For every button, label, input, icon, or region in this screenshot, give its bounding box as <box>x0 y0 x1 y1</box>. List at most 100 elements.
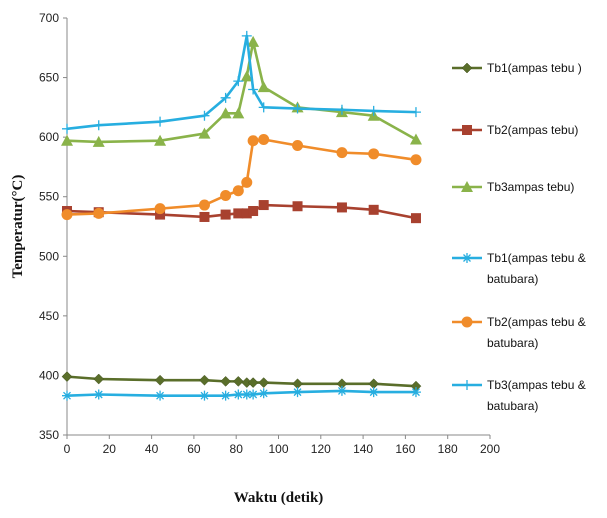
data-point <box>199 390 210 401</box>
data-point <box>220 376 231 387</box>
data-point <box>61 134 73 146</box>
data-point <box>368 148 380 160</box>
x-tick-label: 120 <box>311 442 331 456</box>
legend-label: Tb2(ampas tebu) <box>487 123 578 137</box>
data-point <box>292 201 303 212</box>
data-point <box>233 208 244 219</box>
data-point <box>241 176 253 188</box>
y-tick-label: 350 <box>39 428 59 442</box>
x-tick-label: 100 <box>268 442 288 456</box>
legend-item: Tb1(ampas tebu & batubara) <box>452 251 586 286</box>
data-point <box>155 390 166 401</box>
data-point <box>409 133 422 145</box>
data-point <box>232 185 244 197</box>
data-point <box>248 84 259 95</box>
series-6 <box>62 30 421 134</box>
legend-marker <box>462 253 472 263</box>
legend-marker <box>462 125 472 135</box>
data-point <box>93 389 104 400</box>
data-point <box>93 207 105 219</box>
data-point <box>62 390 72 401</box>
legend-item: Tb2(ampas tebu & batubara) <box>452 315 586 350</box>
legend-item: Tb1(ampas tebu ) <box>452 61 582 75</box>
series-layer <box>61 30 422 401</box>
data-point <box>292 103 303 114</box>
data-point <box>292 387 303 398</box>
data-point <box>258 377 270 388</box>
data-point <box>248 206 259 217</box>
data-point <box>368 387 379 398</box>
data-point <box>61 371 73 382</box>
data-point <box>240 70 253 82</box>
x-tick-label: 160 <box>395 442 415 456</box>
data-point <box>233 389 244 400</box>
data-point <box>220 92 231 103</box>
data-point <box>199 110 210 121</box>
data-point <box>154 374 166 386</box>
y-tick-label: 700 <box>39 11 59 25</box>
data-point <box>410 387 421 398</box>
data-point <box>199 211 210 222</box>
x-tick-label: 60 <box>187 442 201 456</box>
x-axis-title: Waktu (detik) <box>234 490 324 506</box>
y-axis-title: Temperatur(°C) <box>10 175 26 279</box>
x-tick-label: 200 <box>480 442 500 456</box>
y-tick-label: 650 <box>39 71 59 85</box>
series-line <box>66 138 417 216</box>
legend-label: batubara) <box>487 336 538 350</box>
data-point <box>257 81 270 93</box>
data-point <box>368 204 379 215</box>
data-point <box>219 107 232 119</box>
data-point <box>247 377 259 388</box>
series-4 <box>62 385 421 401</box>
data-point <box>336 104 347 115</box>
data-point <box>220 190 232 202</box>
data-point <box>247 135 259 147</box>
data-point <box>336 202 347 213</box>
x-tick-label: 20 <box>103 442 117 456</box>
data-point <box>155 116 166 127</box>
data-point <box>368 105 379 116</box>
y-tick-label: 400 <box>39 368 59 382</box>
data-point <box>198 199 210 211</box>
legend-marker <box>461 181 473 192</box>
data-point <box>220 209 231 220</box>
y-tick-label: 450 <box>39 309 59 323</box>
data-point <box>258 200 269 211</box>
x-tick-label: 80 <box>230 442 244 456</box>
data-point <box>92 135 105 147</box>
x-tick-label: 140 <box>353 442 373 456</box>
legend-marker <box>461 316 473 328</box>
legend-label: Tb3(ampas tebu & <box>487 378 586 392</box>
legend-label: Tb3ampas tebu) <box>487 180 574 194</box>
data-point <box>336 147 348 159</box>
legend-label: Tb1(ampas tebu ) <box>487 61 582 75</box>
data-point <box>233 76 244 87</box>
legend-label: batubara) <box>487 399 538 413</box>
data-point <box>410 154 422 166</box>
data-point <box>232 376 244 387</box>
data-point <box>155 209 166 220</box>
x-tick-label: 40 <box>145 442 159 456</box>
series-line <box>66 40 417 144</box>
axes: 350 400 450 500 550 600 650 700 0 20 40 60 80 100 120 1… <box>39 11 500 456</box>
series-5 <box>61 134 422 221</box>
data-point <box>154 203 166 215</box>
y-tick-label: 550 <box>39 190 59 204</box>
legend-marker <box>461 62 473 74</box>
y-tick-label: 600 <box>39 130 59 144</box>
data-point <box>241 30 252 41</box>
data-point <box>61 209 73 221</box>
series-3 <box>61 35 422 147</box>
data-point <box>336 385 347 396</box>
x-tick-label: 180 <box>438 442 458 456</box>
data-point <box>247 35 260 47</box>
data-point <box>241 208 252 219</box>
data-point <box>258 102 269 113</box>
data-point <box>248 389 259 400</box>
data-point <box>258 388 269 399</box>
data-point <box>410 213 421 224</box>
legend-marker <box>462 380 472 390</box>
data-point <box>220 390 231 401</box>
